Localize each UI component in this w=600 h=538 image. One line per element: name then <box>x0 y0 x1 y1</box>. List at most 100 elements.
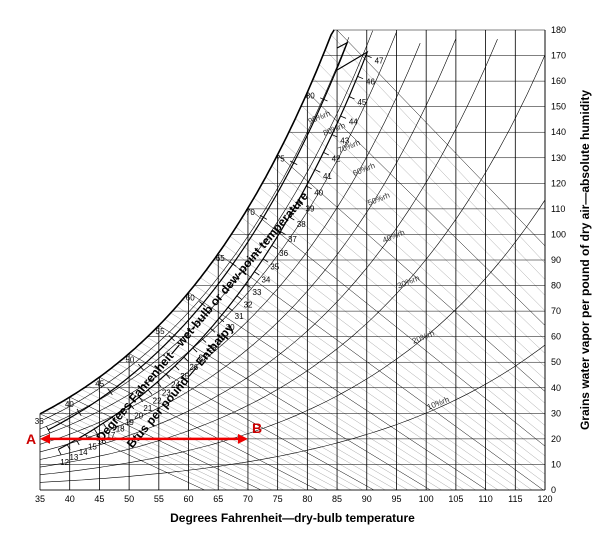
xaxis-tick-label: 40 <box>65 494 75 504</box>
enthalpy-tick <box>341 116 346 118</box>
xaxis-tick-label: 55 <box>154 494 164 504</box>
enthalpy-tick <box>358 76 364 78</box>
wetbulb-axis-label: Degrees Fahrenheit—wet-bulb or dew-point… <box>93 189 311 444</box>
enthalpy-tick <box>272 245 277 248</box>
enthalpy-tick <box>237 296 242 300</box>
wetbulb-tick-label: 55 <box>156 327 165 336</box>
wetbulb-tick-label: 70 <box>246 208 255 217</box>
enthalpy-line <box>331 35 545 263</box>
wetbulb-tick-label: 60 <box>186 294 195 303</box>
xaxis-tick-label: 85 <box>332 494 342 504</box>
xaxis-tick-label: 70 <box>243 494 253 504</box>
yaxis-tick-label: 120 <box>551 178 566 188</box>
xaxis-tick-label: 60 <box>184 494 194 504</box>
enthalpy-tick-label: 12 <box>60 458 69 467</box>
yaxis-tick-label: 140 <box>551 127 566 137</box>
wetbulb-tick-label: 50 <box>125 356 134 365</box>
wetbulb-tick <box>46 426 50 433</box>
enthalpy-tick-label: 44 <box>349 118 358 127</box>
yaxis-tick-label: 150 <box>551 102 566 112</box>
rh-curve-30 <box>40 55 545 467</box>
yaxis-tick-label: 160 <box>551 76 566 86</box>
wetbulb-tick-label: 80 <box>306 91 315 100</box>
xaxis-tick-label: 80 <box>302 494 312 504</box>
enthalpy-tick-label: 35 <box>270 263 279 272</box>
xaxis-tick-label: 115 <box>508 494 522 504</box>
xaxis-tick-label: 75 <box>273 494 283 504</box>
enthalpy-tick-label: 19 <box>125 418 134 427</box>
xaxis-tick-label: 50 <box>124 494 134 504</box>
enthalpy-tick <box>202 338 206 342</box>
wetbulb-tick-label: 35 <box>35 417 44 426</box>
yaxis-tick-label: 20 <box>551 434 561 444</box>
yaxis-tick-label: 40 <box>551 383 561 393</box>
enthalpy-tick-label: 14 <box>79 448 88 457</box>
xaxis-tick-label: 95 <box>391 494 401 504</box>
wetbulb-tick <box>108 388 113 394</box>
xaxis-tick-label: 35 <box>35 494 45 504</box>
enthalpy-tick-label: 37 <box>288 235 297 244</box>
xaxis-tick-label: 90 <box>362 494 372 504</box>
yaxis-tick-label: 0 <box>551 485 556 495</box>
enthalpy-tick-label: 31 <box>235 312 244 321</box>
enthalpy-line <box>319 64 545 295</box>
yaxis-tick-label: 10 <box>551 459 561 469</box>
enthalpy-tick <box>175 366 179 370</box>
point-a-label: A <box>26 431 36 447</box>
yaxis-tick-label: 110 <box>551 204 565 214</box>
psychrometric-chart: 3540455055606570758085909510010511011512… <box>0 0 600 538</box>
enthalpy-tick <box>166 374 170 378</box>
xaxis-tick-label: 110 <box>478 494 492 504</box>
rh-label-60: 60%rh <box>352 161 377 178</box>
enthalpy-tick-label: 46 <box>366 78 375 87</box>
enthalpy-tick <box>254 272 259 275</box>
enthalpy-line <box>200 278 509 490</box>
yaxis-tick-label: 80 <box>551 281 561 291</box>
enthalpy-line <box>153 331 419 490</box>
wetbulb-tick-label: 65 <box>216 254 225 263</box>
enthalpy-tick-label: 43 <box>340 136 349 145</box>
xaxis-label: Degrees Fahrenheit—dry-bulb temperature <box>170 511 415 525</box>
yaxis-tick-label: 60 <box>551 332 561 342</box>
xaxis-tick-label: 105 <box>448 494 463 504</box>
wetbulb-tick-label: 75 <box>276 154 285 163</box>
enthalpy-tick-label: 39 <box>306 205 315 214</box>
enthalpy-tick <box>323 152 328 155</box>
enthalpy-tick-label: 47 <box>375 57 384 66</box>
enthalpy-line <box>313 78 545 310</box>
yaxis-tick-label: 180 <box>551 25 566 35</box>
enthalpy-tick-label: 13 <box>69 453 78 462</box>
yaxis-tick-label: 90 <box>551 255 561 265</box>
yaxis-tick-label: 100 <box>551 229 566 239</box>
yaxis-label: Grains water vapor per pound of dry air—… <box>578 90 592 430</box>
enthalpy-tick-label: 34 <box>261 276 270 285</box>
enthalpy-tick <box>349 97 355 99</box>
enthalpy-tick-label: 40 <box>314 189 323 198</box>
xaxis-tick-label: 120 <box>537 494 552 504</box>
enthalpy-tick-label: 32 <box>244 300 253 309</box>
yaxis-tick-label: 130 <box>551 153 566 163</box>
yaxis-tick-label: 70 <box>551 306 561 316</box>
enthalpy-line <box>325 50 545 280</box>
wetbulb-tick-label: 40 <box>65 400 74 409</box>
enthalpy-line <box>301 105 545 339</box>
enthalpy-tick-label: 42 <box>332 155 341 164</box>
enthalpy-tick-label: 15 <box>88 442 97 451</box>
wetbulb-line-85 <box>337 30 545 246</box>
enthalpy-line <box>290 131 545 367</box>
enthalpy-tick-label: 38 <box>297 220 306 229</box>
rh-label-30: 30%rh <box>396 273 421 290</box>
enthalpy-tick-label: 33 <box>253 288 262 297</box>
yaxis-tick-label: 170 <box>551 51 566 61</box>
xaxis-tick-label: 65 <box>213 494 223 504</box>
enthalpy-tick <box>58 449 61 454</box>
point-b-label: B <box>252 420 262 436</box>
enthalpy-tick <box>228 307 233 311</box>
enthalpy-tick-label: 41 <box>323 172 332 181</box>
xaxis-tick-label: 45 <box>94 494 104 504</box>
yaxis-tick-label: 30 <box>551 408 561 418</box>
wetbulb-tick-label: 45 <box>95 380 104 389</box>
rh-label-90: 90%rh <box>307 109 332 126</box>
yaxis-tick-label: 50 <box>551 357 561 367</box>
enthalpy-tick-label: 45 <box>357 98 366 107</box>
